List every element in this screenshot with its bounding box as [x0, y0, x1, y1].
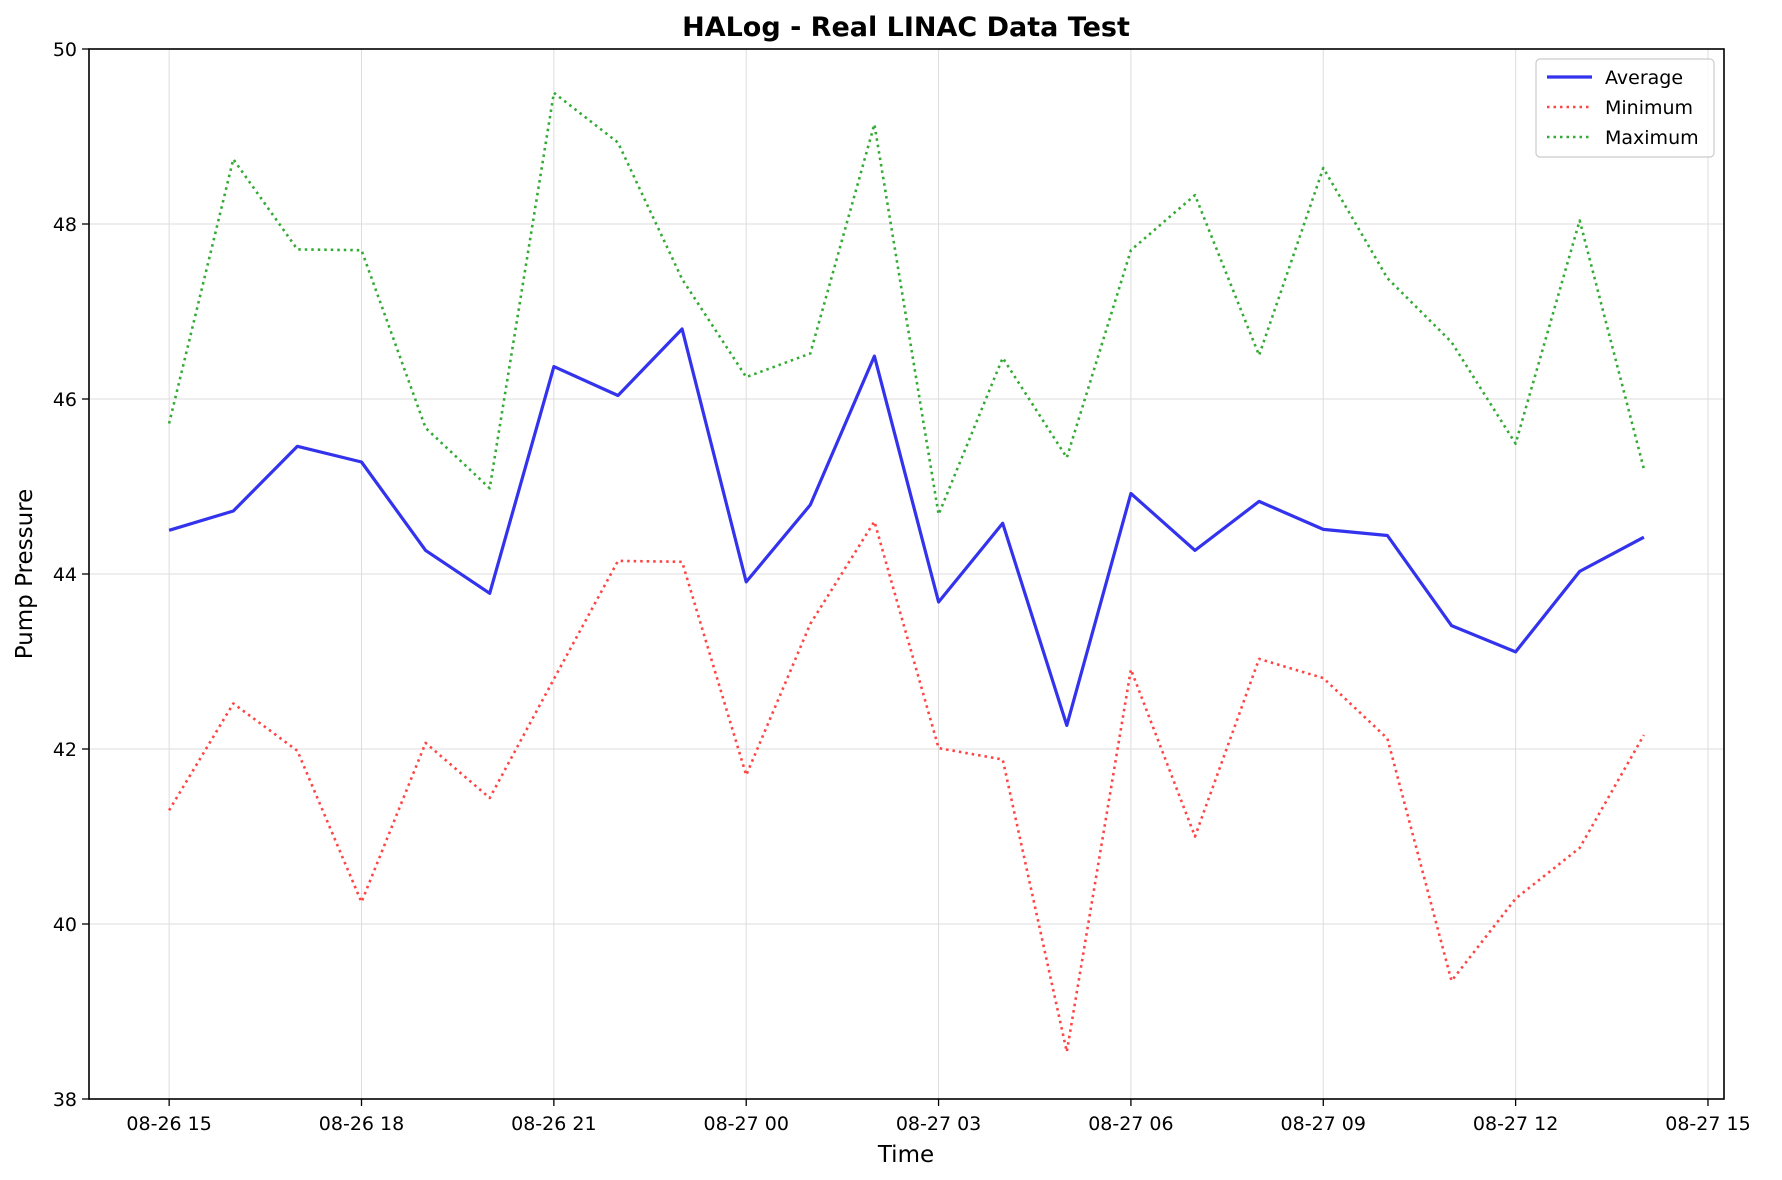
y-tick-label: 40 — [53, 914, 77, 936]
x-axis-label: Time — [877, 1142, 934, 1168]
y-axis-ticks: 38 40 42 44 46 48 50 — [53, 39, 89, 1111]
x-tick-label: 08-27 06 — [1088, 1113, 1173, 1135]
y-tick-label: 44 — [53, 564, 77, 586]
x-axis-ticks: 08-26 15 08-26 18 08-26 21 08-27 00 08-27 03… — [126, 1099, 1751, 1135]
x-tick-label: 08-26 18 — [319, 1113, 404, 1135]
y-tick-label: 46 — [53, 389, 77, 411]
grid-lines — [89, 48, 1724, 1100]
legend-box — [1535, 58, 1715, 158]
y-tick-label: 48 — [53, 214, 77, 236]
x-tick-label: 08-27 03 — [896, 1113, 981, 1135]
chart-title: HALog - Real LINAC Data Test — [682, 12, 1130, 43]
x-tick-label: 08-27 12 — [1473, 1113, 1558, 1135]
x-tick-label: 08-27 00 — [703, 1113, 788, 1135]
legend: Average Minimum Maximum — [1535, 58, 1715, 158]
x-tick-label: 08-27 15 — [1665, 1113, 1750, 1135]
series-line-maximum — [167, 91, 1646, 516]
x-tick-label: 08-26 15 — [126, 1113, 211, 1135]
y-tick-label: 50 — [53, 39, 77, 61]
y-tick-label: 42 — [53, 739, 77, 761]
legend-label-average: Average — [1605, 67, 1683, 89]
x-tick-label: 08-27 09 — [1281, 1113, 1366, 1135]
series-lines — [167, 91, 1646, 1054]
legend-label-minimum: Minimum — [1605, 97, 1693, 119]
y-axis-label: Pump Pressure — [12, 489, 38, 660]
x-tick-label: 08-26 21 — [511, 1113, 596, 1135]
series-line-average — [168, 327, 1645, 728]
y-tick-label: 38 — [53, 1089, 77, 1111]
legend-label-maximum: Maximum — [1605, 127, 1699, 149]
